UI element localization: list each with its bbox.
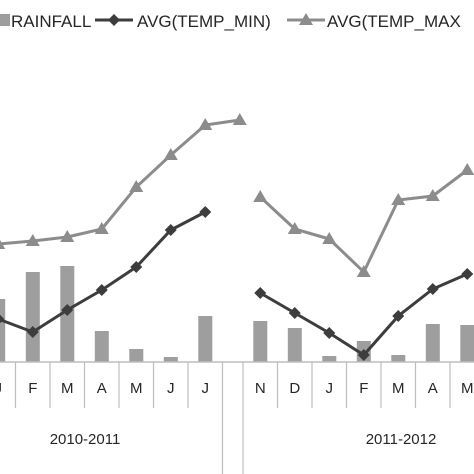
rainfall-bar (460, 325, 474, 362)
rainfall-bar (25, 272, 40, 362)
legend: RAINFALL AVG(TEMP_MIN) AVG(TEMP_MAX (0, 12, 461, 31)
temp-max-point (94, 222, 109, 234)
temp-min-point (461, 268, 474, 280)
temp-min-point (288, 307, 301, 319)
category-tick-label: J (167, 380, 175, 397)
category-axis: J F M A M J J 2010-2011 N D J F M A M 2011-2012 (0, 361, 474, 474)
temp-min-point (392, 310, 405, 322)
legend-label-rainfall: RAINFALL (11, 12, 91, 31)
temp-min-point (357, 349, 370, 361)
temp-min-point (323, 327, 336, 339)
category-tick-label: F (28, 380, 37, 397)
temp-min-point (254, 287, 267, 299)
legend-marker-temp-max (299, 13, 313, 25)
category-tick-label: M (392, 380, 405, 397)
rainfall-bar (425, 324, 440, 362)
temp-min-point (164, 224, 177, 236)
category-tick-label: A (428, 380, 438, 397)
category-tick-label: A (97, 380, 107, 397)
temp-min-point (130, 261, 143, 273)
temp-max-point (287, 222, 302, 234)
temp-max-point (25, 234, 40, 246)
temp-max-point (253, 190, 268, 202)
temp-max-point (425, 189, 440, 201)
rainfall-bar (129, 349, 144, 362)
category-tick-label: M (461, 380, 474, 397)
legend-marker-rainfall (0, 14, 10, 26)
legend-marker-temp-min (108, 14, 120, 26)
group-label: 2011-2012 (366, 431, 437, 448)
category-tick-label: J (326, 380, 334, 397)
temp-min-point (0, 314, 5, 324)
category-tick-label: J (202, 380, 210, 397)
legend-label-temp-min: AVG(TEMP_MIN) (137, 12, 271, 31)
rainfall-bar (163, 357, 178, 362)
category-tick-label: N (255, 380, 266, 397)
temp-max-line (259, 168, 469, 275)
category-tick-label: M (130, 380, 143, 397)
temp-min-point (426, 283, 439, 295)
category-tick-label: M (61, 380, 74, 397)
rainfall-bar (287, 328, 302, 362)
temp-max-point (460, 163, 474, 175)
temp-max-point (129, 180, 144, 192)
temp-min-point (199, 206, 212, 218)
rainfall-bar (198, 316, 213, 362)
rainfall-bar (94, 331, 109, 362)
category-tick-label: D (289, 380, 300, 397)
temp-min-point (95, 284, 108, 296)
rainfall-bar (322, 356, 337, 362)
temp-max-point (322, 232, 337, 244)
legend-label-temp-max: AVG(TEMP_MAX (327, 12, 461, 31)
rainfall-bar (0, 299, 6, 362)
rainfall-bar (391, 355, 406, 362)
temp-max-point (0, 240, 6, 249)
temp-min-point (61, 304, 74, 316)
temp-max-point (198, 118, 213, 130)
temp-max-point (163, 148, 178, 160)
temp-max-point (391, 193, 406, 205)
rainfall-bar (253, 321, 268, 362)
temp-min-point (26, 326, 39, 338)
group-label: 2010-2011 (50, 431, 121, 448)
category-tick-label: J (0, 380, 2, 397)
category-tick-label: F (359, 380, 368, 397)
temp-max-point (60, 230, 75, 242)
temp-max-line (0, 118, 241, 246)
temperature-lines (0, 113, 474, 361)
temp-max-point (232, 113, 247, 125)
temp-max-point (356, 265, 371, 277)
